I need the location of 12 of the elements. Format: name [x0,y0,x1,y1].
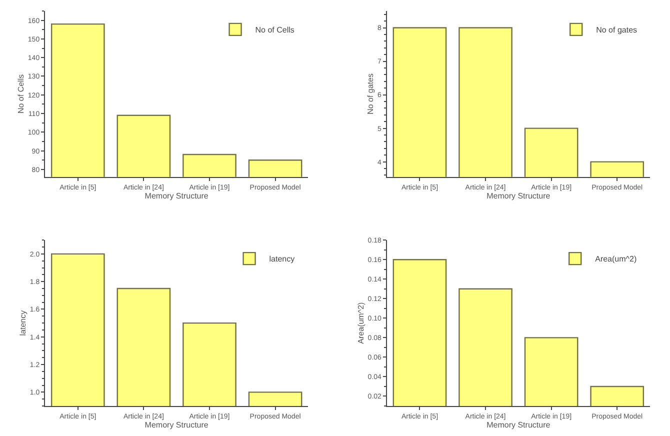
y-axis-title: No of Cells [16,74,26,114]
legend-label: Area(um^2) [595,254,637,264]
legend-label: latency [269,254,295,264]
x-axis-title: Memory Structure [144,191,209,200]
legend-label: No of gates [596,26,638,35]
legend-label: No of Cells [255,26,294,35]
x-axis-title: Memory Structure [486,191,551,200]
y-axis-title: No of gates [366,73,376,114]
y-axis-title: Area(um^2) [356,302,366,344]
x-axis-title: Memory Structure [144,420,209,430]
y-axis-title: latency [18,310,28,336]
x-axis-title: Memory Structure [486,420,551,430]
